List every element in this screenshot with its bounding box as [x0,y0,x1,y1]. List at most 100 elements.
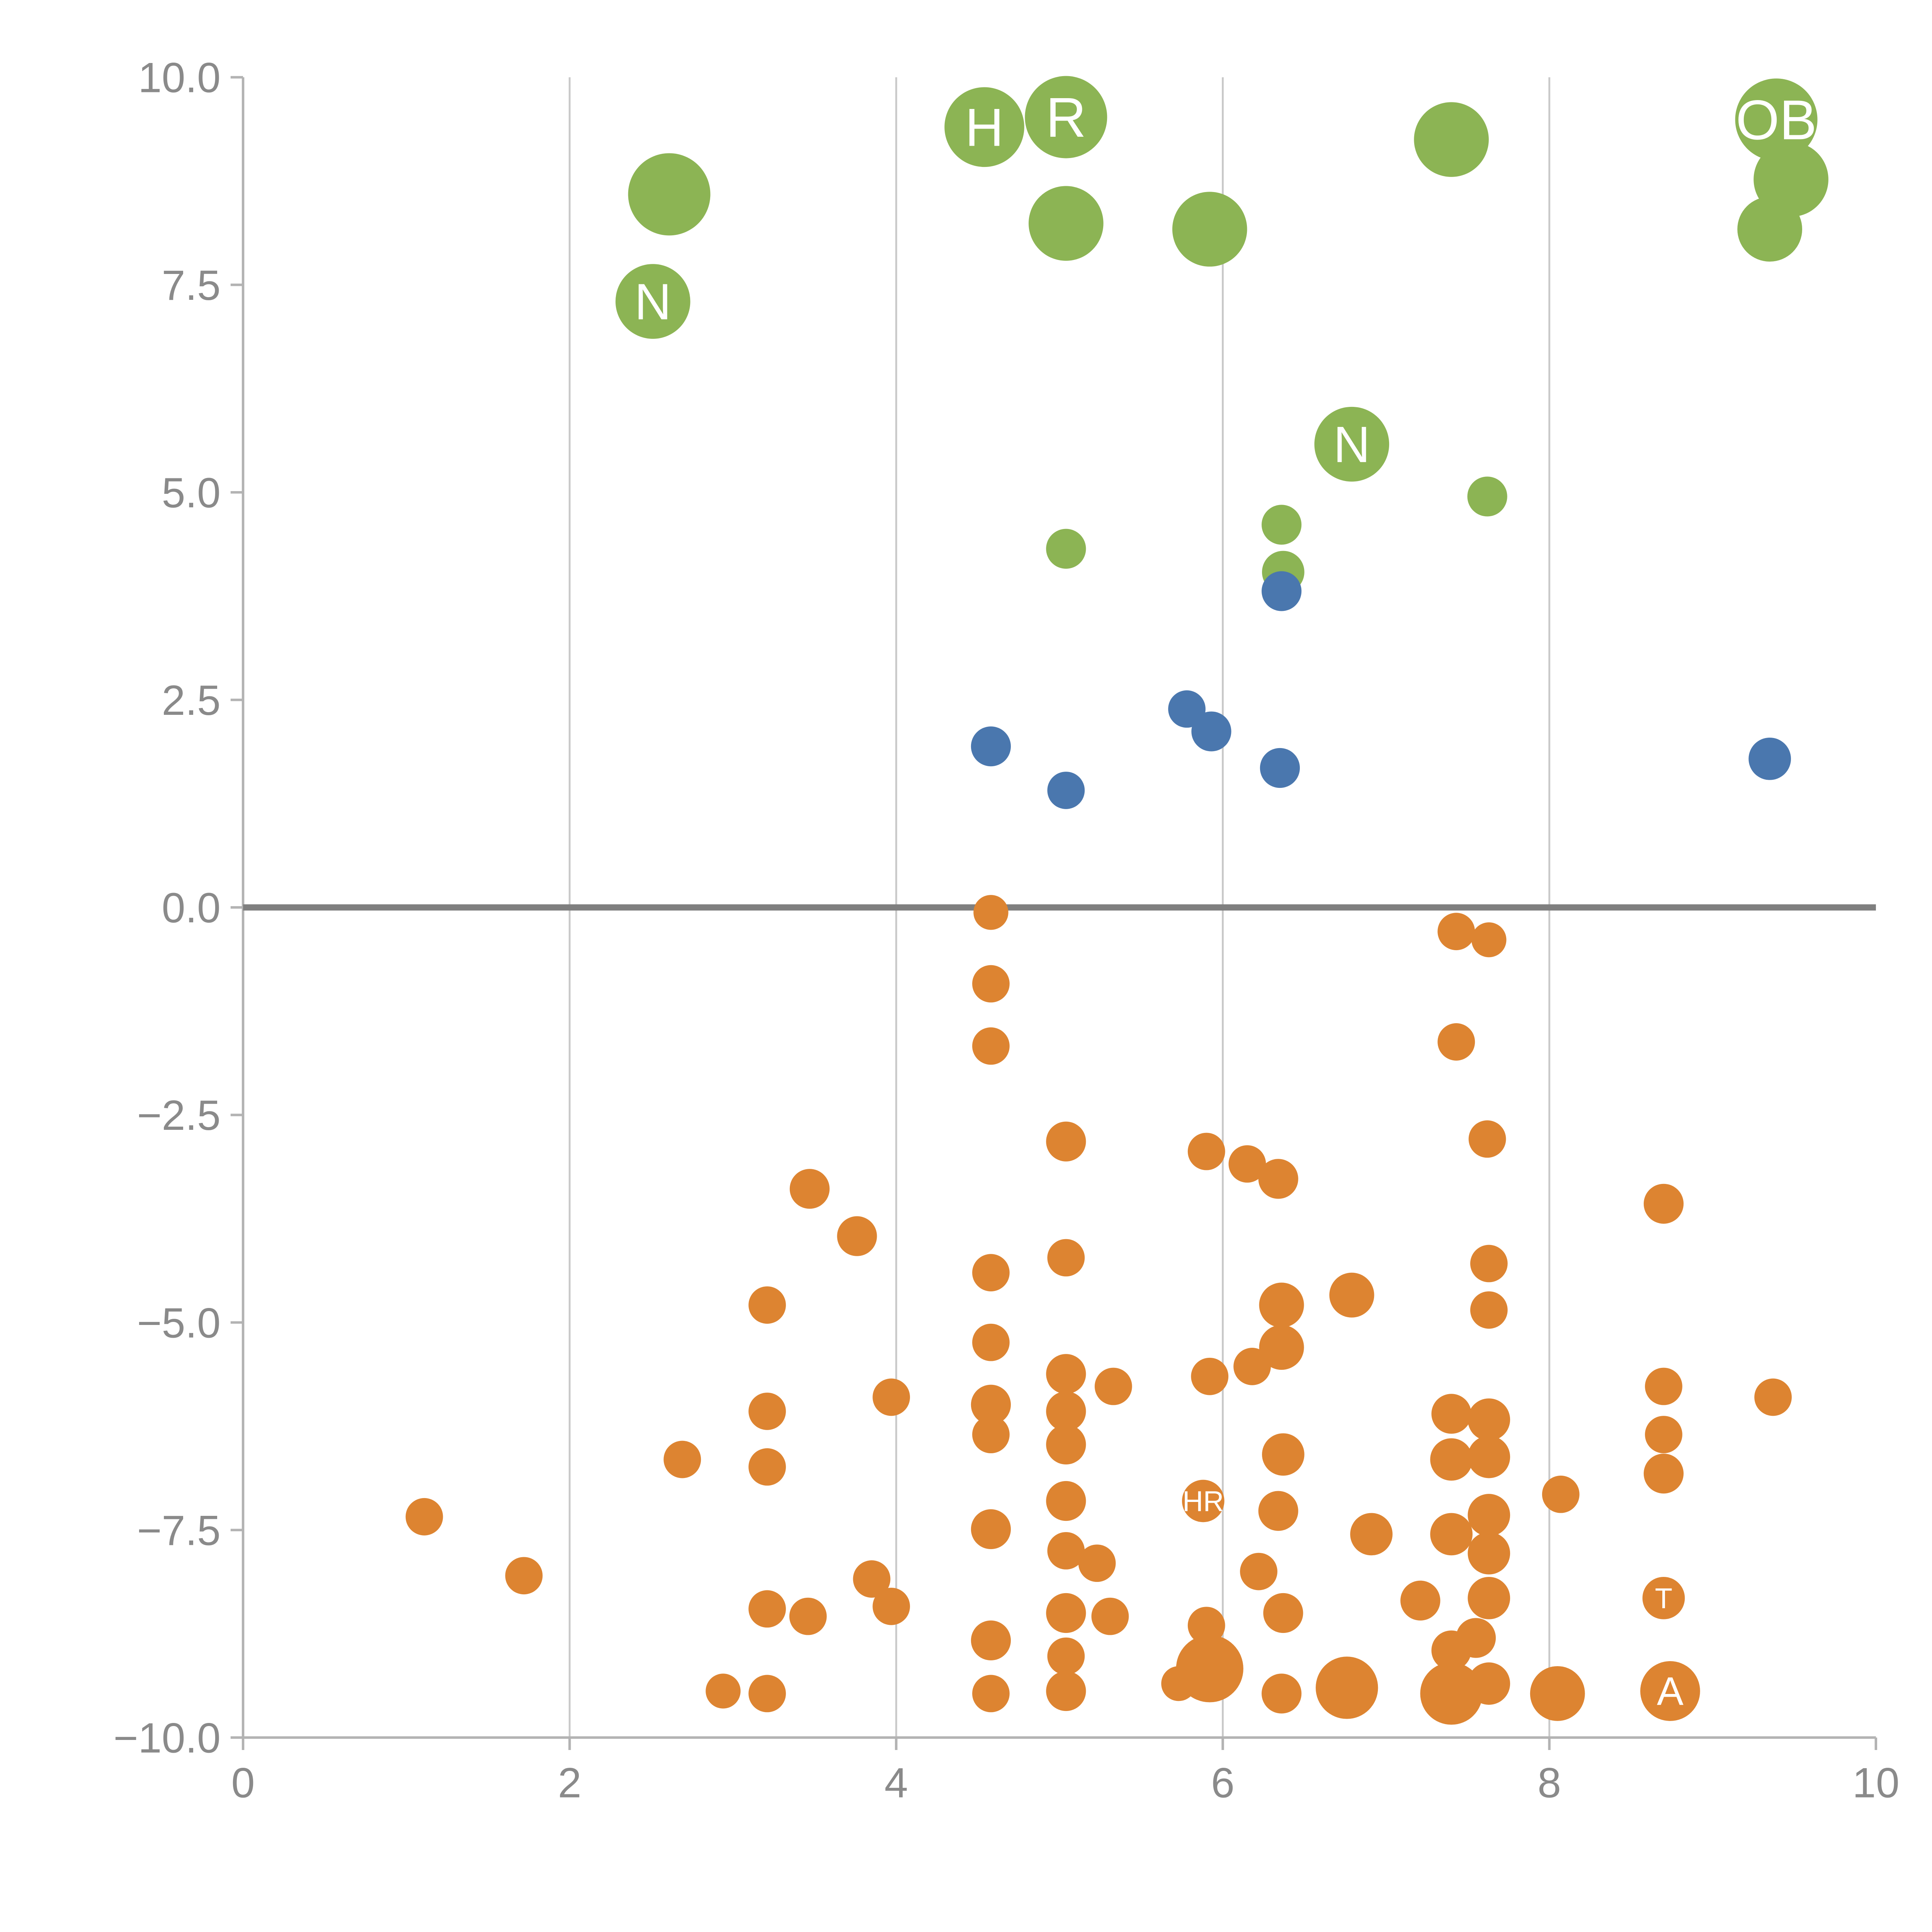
data-point-orange [663,1440,701,1478]
data-point-orange [1182,1480,1225,1522]
data-point-orange [872,1587,910,1625]
x-tick-label: 10 [1852,1760,1900,1807]
data-point-orange [1047,1532,1085,1570]
x-tick-label: 6 [1211,1760,1235,1807]
data-point-orange [1642,1577,1685,1619]
data-point-orange [1047,1637,1085,1675]
data-point-orange [1258,1159,1298,1199]
data-point-orange [1754,1378,1792,1416]
data-point-orange [706,1673,741,1709]
data-point-orange [1437,913,1475,951]
data-point-blue [1748,737,1791,780]
data-point-orange [1430,1438,1473,1481]
data-point-orange [1262,1433,1304,1476]
data-point-orange [1258,1491,1298,1531]
data-point-orange [1316,1656,1378,1719]
data-point-orange [1046,1354,1086,1394]
y-tick-label: 5.0 [162,469,221,517]
point-label: T [1655,1582,1672,1614]
data-point-orange [1047,1239,1085,1277]
point-label: R [1046,86,1086,149]
x-tick-label: 2 [558,1760,582,1807]
data-point-orange [972,1254,1010,1292]
data-point-orange [972,1323,1010,1361]
data-point-orange [853,1560,891,1598]
data-point-orange [748,1393,786,1430]
y-tick-label: −2.5 [137,1092,220,1139]
data-point-orange [1259,1282,1304,1328]
data-point-orange [1471,922,1507,957]
y-tick-label: 0.0 [162,884,221,932]
data-point-orange [748,1448,786,1486]
point-label: N [1333,416,1371,473]
data-point-green [1172,192,1247,267]
data-point-orange [789,1169,830,1209]
data-point-blue [1260,748,1300,788]
y-tick-label: −10.0 [113,1714,220,1762]
data-point-orange [1091,1597,1129,1635]
data-point-orange [1262,1673,1302,1714]
data-point-orange [872,1378,910,1416]
data-point-orange [837,1216,877,1256]
data-point-orange [1078,1544,1116,1582]
data-point-orange [1046,1481,1086,1521]
data-point-orange [1046,1593,1086,1633]
data-point-green [1414,102,1489,177]
data-point-orange [748,1590,786,1628]
data-point-orange [1437,1023,1475,1061]
data-point-orange [1468,1577,1510,1619]
data-point-orange [1468,1532,1510,1575]
data-point-orange [505,1557,543,1595]
data-point-orange [1643,1453,1684,1494]
y-tick-label: −7.5 [137,1507,220,1554]
data-point-orange [1640,1661,1700,1721]
data-point-orange [1095,1367,1132,1405]
data-point-orange [1645,1416,1682,1453]
point-label: HR [1182,1485,1224,1517]
point-label: OB [1736,88,1817,151]
data-point-orange [1530,1666,1585,1721]
data-point-orange [1456,1618,1496,1658]
point-label: N [634,273,672,330]
data-point-orange [1645,1367,1682,1405]
data-point-orange [972,1416,1010,1453]
data-point-green [1735,78,1818,161]
data-point-orange [971,1620,1011,1661]
data-point-orange [748,1675,786,1713]
data-point-orange [1187,1133,1225,1170]
data-point-orange [1259,1325,1304,1370]
point-label: H [965,97,1003,157]
data-point-orange [1191,1357,1229,1395]
data-point-orange [1430,1513,1473,1556]
data-point-green [1262,505,1302,545]
y-tick-label: 7.5 [162,262,221,309]
data-point-green [615,264,690,339]
data-point-blue [1047,772,1085,809]
data-point-orange [1470,1291,1508,1329]
data-point-blue [971,726,1011,767]
data-point-green [1314,406,1389,482]
data-point-orange [1228,1145,1266,1183]
data-point-orange [972,1675,1010,1713]
x-tick-label: 4 [884,1760,908,1807]
data-point-orange [1046,1391,1086,1432]
data-point-orange [1468,1494,1510,1536]
data-point-green [1025,76,1107,158]
data-point-green [628,153,711,236]
data-point-orange [971,1509,1011,1549]
data-point-orange [971,1384,1011,1425]
data-point-green [1737,197,1803,262]
data-point-orange [1046,1424,1086,1465]
data-point-green [1046,529,1086,569]
data-point-blue [1262,571,1302,611]
x-tick-label: 0 [231,1760,255,1807]
data-point-orange [1161,1666,1196,1701]
data-point-orange [1542,1475,1580,1513]
data-point-orange [789,1597,827,1635]
data-point-blue [1191,711,1231,752]
x-tick-label: 8 [1537,1760,1561,1807]
data-point-green [944,87,1024,167]
